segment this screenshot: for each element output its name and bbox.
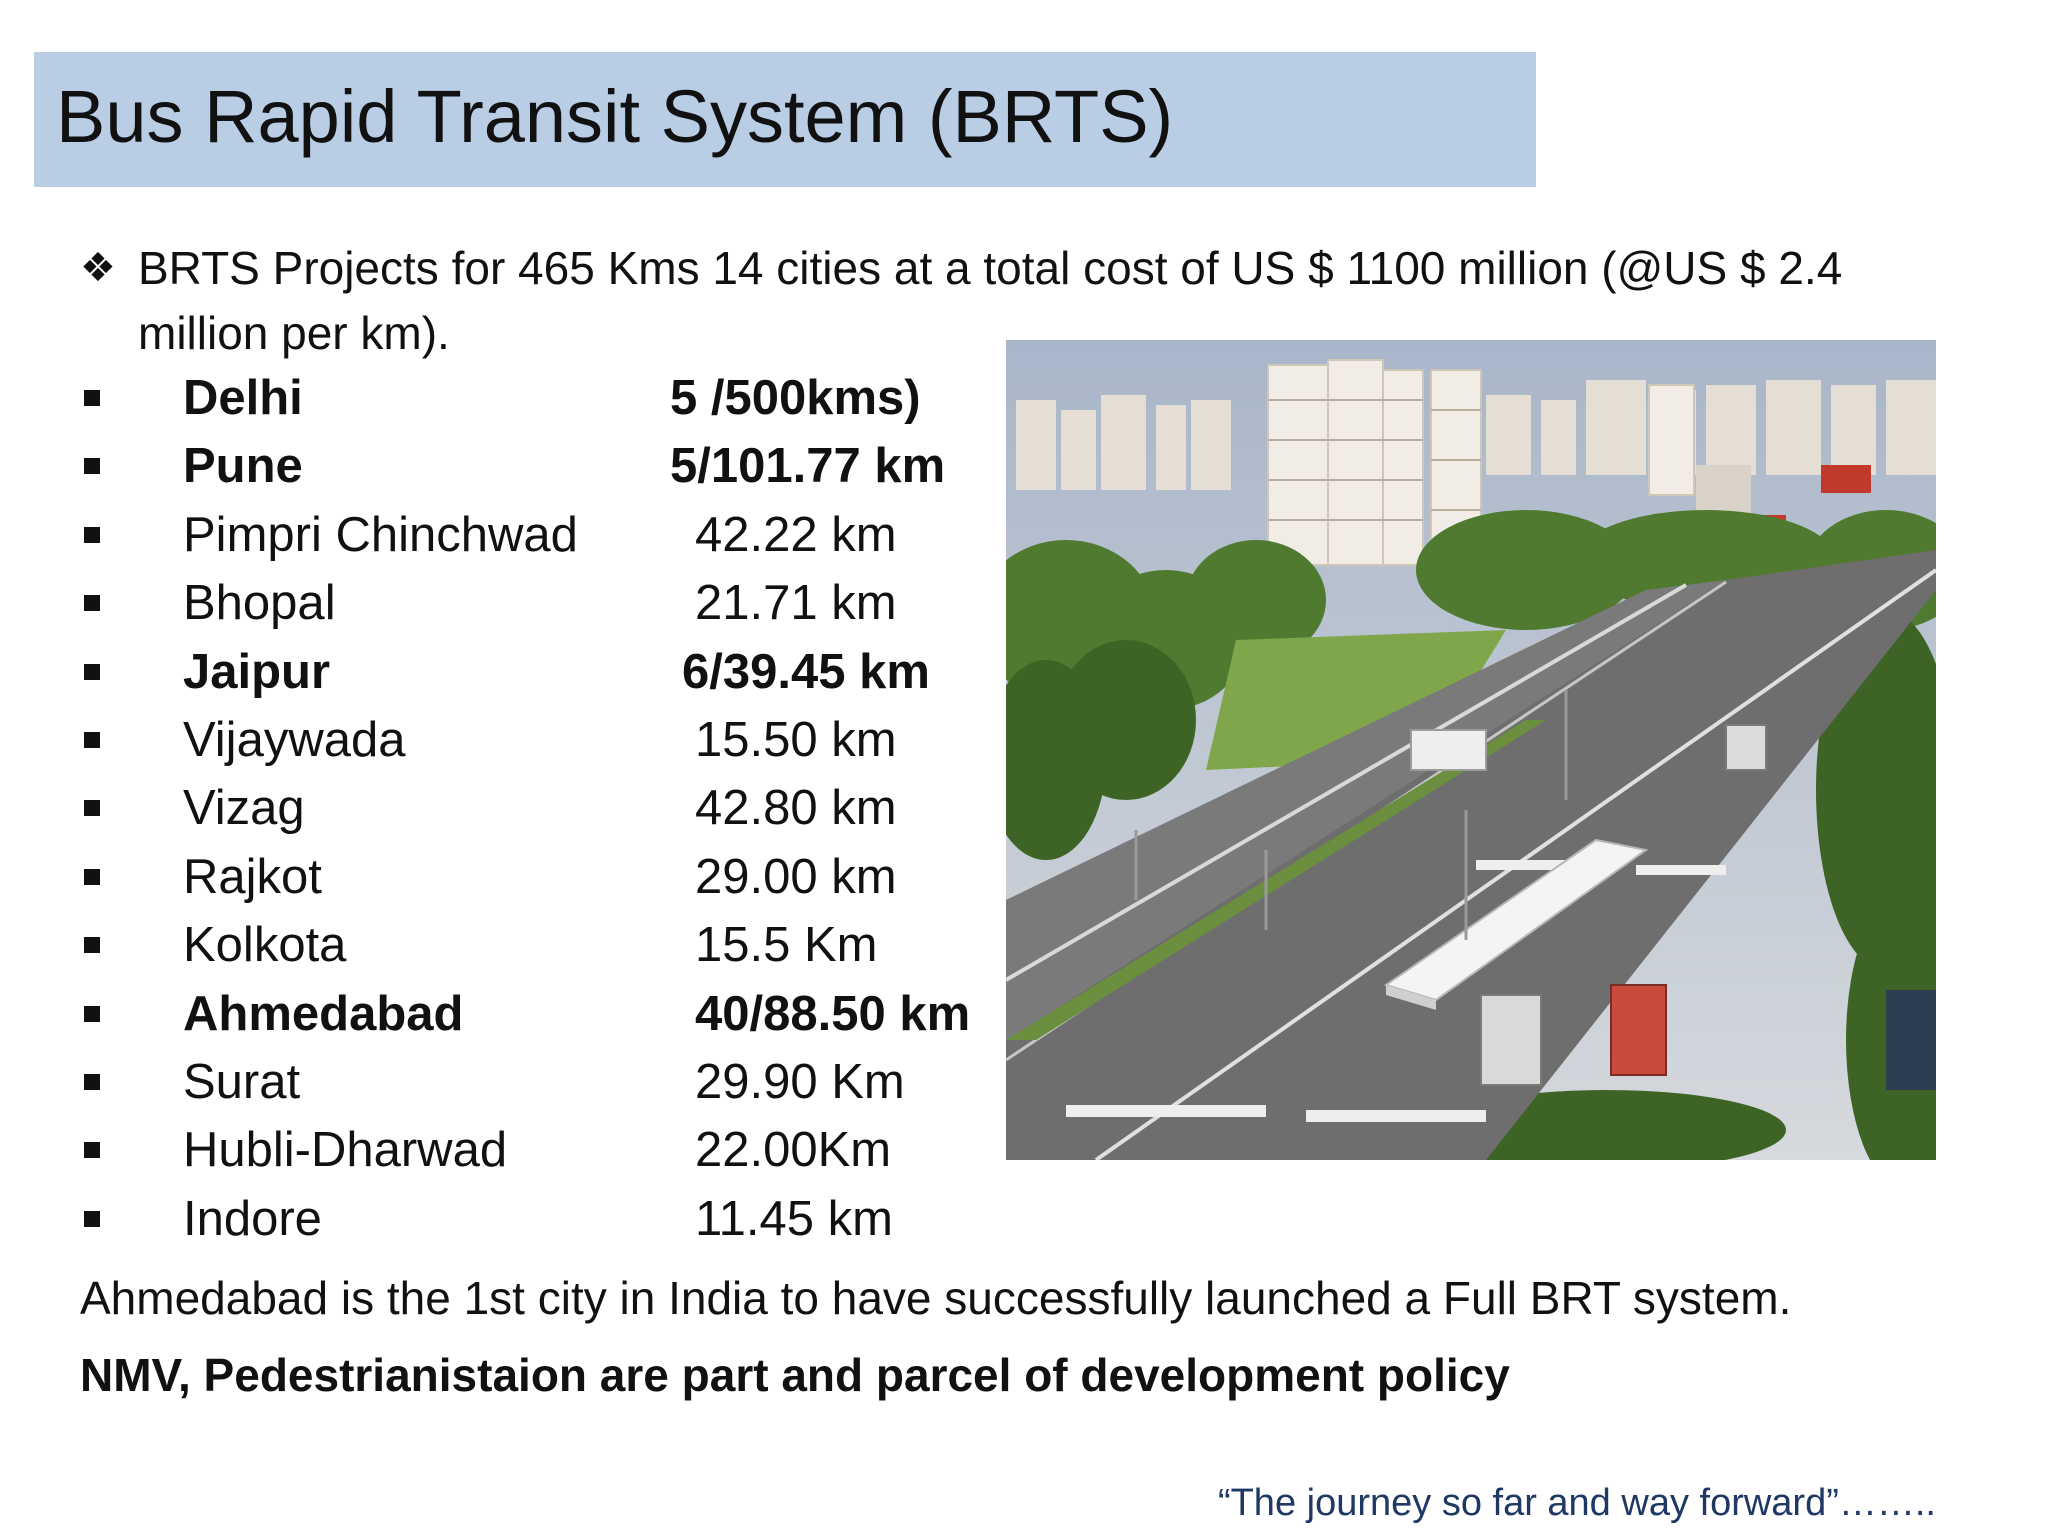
city-row: Kolkota 15.5 Km [0,911,1010,979]
intro-bullet: ❖ BRTS Projects for 465 Kms 14 cities at… [80,236,1920,366]
city-name: Bhopal [183,576,336,631]
diamond-bullet-icon: ❖ [80,246,116,290]
city-row: Surat 29.90 Km [0,1048,1010,1116]
city-length: 15.50 km [695,713,897,767]
city-length: 5/101.77 km [670,439,946,494]
city-row: Indore 11.45 km [0,1185,1010,1253]
city-row: Vijaywada 15.50 km [0,706,1010,774]
square-bullet-icon [84,1005,100,1022]
square-bullet-icon [84,800,100,817]
city-row: Hubli-Dharwad 22.00Km [0,1116,1010,1184]
city-length: 11.45 km [695,1191,893,1246]
city-length: 42.22 km [695,507,897,562]
city-row: Pimpri Chinchwad 42.22 km [0,501,1010,569]
square-bullet-icon [84,1210,100,1227]
brts-corridor-photo [1006,340,1936,1160]
square-bullet-icon [84,868,100,885]
city-length: 6/39.45 km [682,644,930,699]
city-name: Jaipur [183,644,331,699]
slide-title: Bus Rapid Transit System (BRTS) [56,75,1174,158]
square-bullet-icon [84,1074,100,1090]
city-name: Rajkot [183,849,322,904]
city-name: Vijaywada [183,713,406,767]
square-bullet-icon [84,732,100,748]
city-row: Jaipur 6/39.45 km [0,638,1010,706]
city-length: 40/88.50 km [695,986,971,1041]
city-row: Ahmedabad 40/88.50 km [0,980,1010,1048]
city-name: Indore [183,1191,322,1246]
city-row: Pune 5/101.77 km [0,432,1010,500]
city-name: Pune [183,439,303,494]
tagline: “The journey so far and way forward”…….. [1217,1482,1936,1524]
square-bullet-icon [84,526,100,543]
city-name: Hubli-Dharwad [183,1123,508,1178]
city-length: 29.90 Km [695,1055,905,1109]
city-name: Pimpri Chinchwad [183,507,578,562]
square-bullet-icon [84,663,100,680]
city-length: 5 /500kms) [670,371,921,425]
intro-text: BRTS Projects for 465 Kms 14 cities at a… [138,242,1843,359]
square-bullet-icon [84,390,100,406]
city-row: Rajkot 29.00 km [0,843,1010,911]
city-row: Bhopal 21.71 km [0,569,1010,637]
footer-policy-statement: NMV, Pedestrianistaion are part and parc… [80,1349,1510,1401]
city-length: 29.00 km [695,849,897,904]
square-bullet-icon [84,1142,100,1159]
square-bullet-icon [84,595,100,612]
city-length: 22.00Km [695,1123,892,1178]
city-length: 15.5 Km [695,918,878,973]
city-name: Ahmedabad [183,986,464,1041]
title-bar: Bus Rapid Transit System (BRTS) [34,52,1536,187]
city-row: Vizag 42.80 km [0,774,1010,842]
footer-statement: Ahmedabad is the 1st city in India to ha… [80,1272,1792,1324]
city-name: Delhi [183,371,303,425]
square-bullet-icon [84,458,100,475]
city-name: Surat [183,1055,301,1109]
city-name: Vizag [183,781,305,836]
square-bullet-icon [84,937,100,954]
city-name: Kolkota [183,918,347,973]
city-length: 21.71 km [695,576,897,631]
city-length: 42.80 km [695,781,897,836]
city-row: Delhi 5 /500kms) [0,364,1010,432]
